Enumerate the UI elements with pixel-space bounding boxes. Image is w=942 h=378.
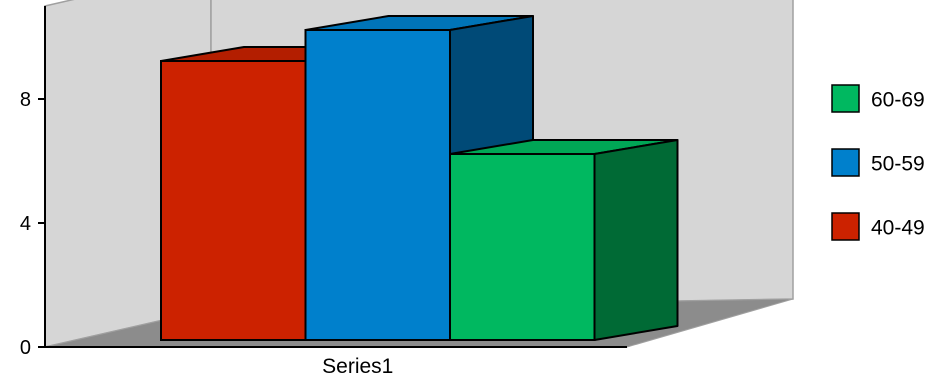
category-label: Series1 (322, 355, 393, 378)
bars-group (160, 15, 679, 341)
legend-swatch (831, 212, 860, 241)
legend-item-40-49: 40-49 (831, 212, 925, 241)
bar-side-face (593, 139, 679, 341)
legend-label: 60-69 (871, 89, 925, 112)
y-axis: 0 4 8 Series1 (20, 6, 627, 378)
legend-swatch (831, 84, 860, 113)
bar-front-face (304, 29, 451, 341)
legend-item-60-69: 60-69 (831, 84, 925, 113)
legend-label: 50-59 (871, 153, 925, 176)
legend-item-50-59: 50-59 (831, 148, 925, 177)
legend: 60-69 50-59 40-49 (831, 84, 925, 241)
legend-label: 40-49 (871, 217, 925, 240)
y-tick-label: 0 (20, 337, 31, 359)
y-tick-label: 8 (20, 89, 31, 111)
bar-front-face (449, 153, 596, 341)
bar-front-face (160, 60, 307, 341)
y-tick-label: 4 (20, 213, 31, 235)
legend-swatch (831, 148, 860, 177)
